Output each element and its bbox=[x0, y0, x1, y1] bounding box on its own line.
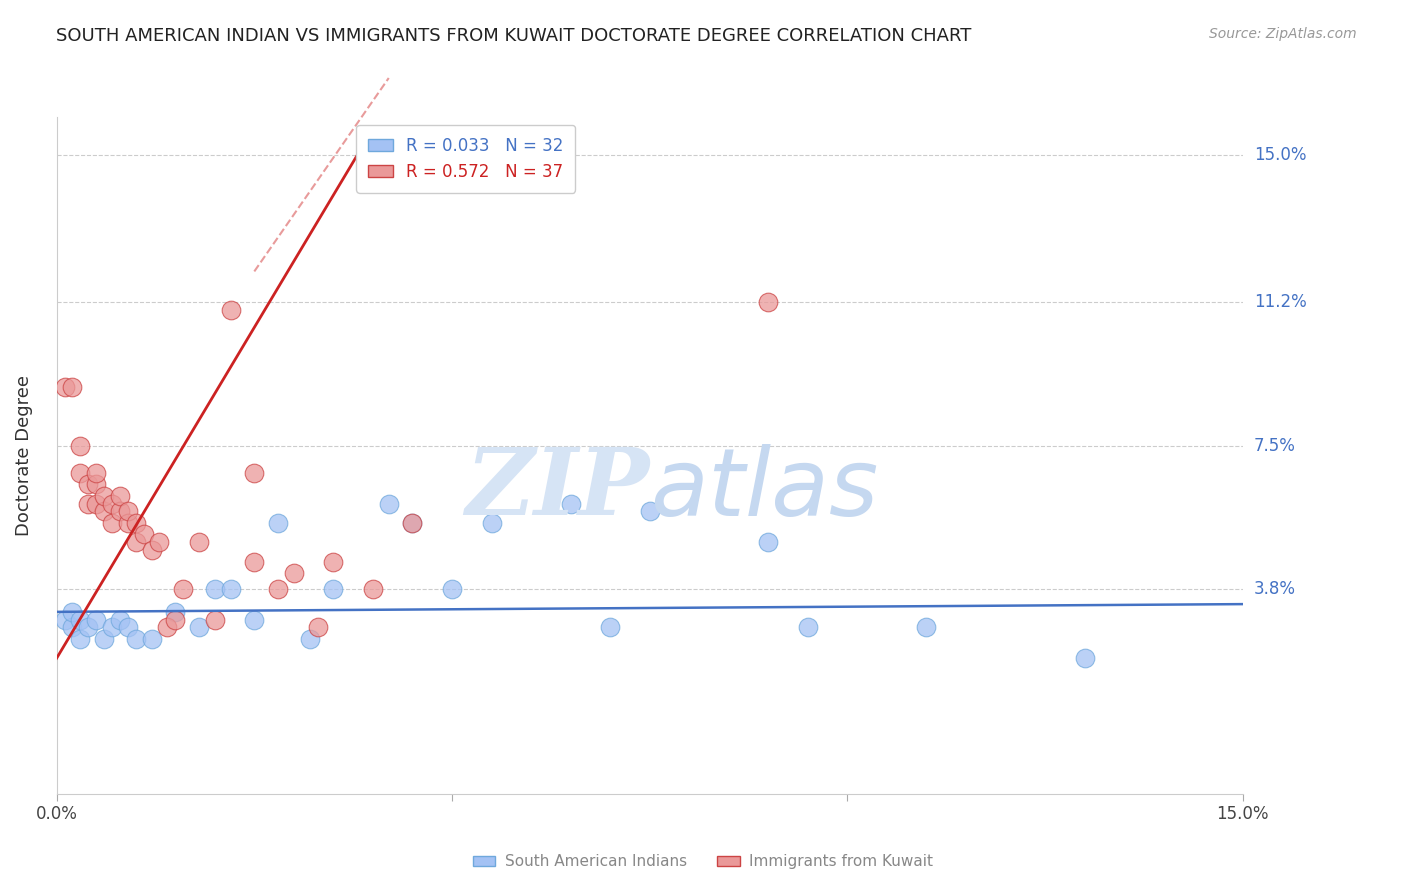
Point bbox=[298, 632, 321, 646]
Point bbox=[440, 582, 463, 596]
Point bbox=[141, 632, 163, 646]
Point bbox=[69, 466, 91, 480]
Point bbox=[77, 477, 100, 491]
Point bbox=[377, 497, 399, 511]
Point bbox=[125, 632, 148, 646]
Text: 7.5%: 7.5% bbox=[1254, 436, 1296, 455]
Point bbox=[322, 582, 344, 596]
Point bbox=[77, 620, 100, 634]
Point bbox=[243, 613, 266, 627]
Point bbox=[481, 516, 503, 530]
Point bbox=[267, 516, 290, 530]
Point bbox=[62, 605, 84, 619]
Point bbox=[148, 535, 170, 549]
Point bbox=[132, 527, 155, 541]
Point bbox=[638, 504, 661, 518]
Point bbox=[307, 620, 329, 634]
Point bbox=[101, 497, 124, 511]
Point bbox=[53, 613, 76, 627]
Point bbox=[117, 504, 139, 518]
Point bbox=[219, 303, 242, 318]
Point bbox=[797, 620, 820, 634]
Point bbox=[283, 566, 305, 581]
Point bbox=[84, 497, 107, 511]
Point bbox=[69, 613, 91, 627]
Point bbox=[117, 620, 139, 634]
Legend: R = 0.033   N = 32, R = 0.572   N = 37: R = 0.033 N = 32, R = 0.572 N = 37 bbox=[356, 125, 575, 193]
Text: atlas: atlas bbox=[650, 443, 877, 534]
Point bbox=[165, 613, 187, 627]
Point bbox=[401, 516, 423, 530]
Point bbox=[84, 466, 107, 480]
Point bbox=[599, 620, 621, 634]
Point bbox=[915, 620, 938, 634]
Point bbox=[188, 535, 211, 549]
Text: 11.2%: 11.2% bbox=[1254, 293, 1306, 311]
Point bbox=[267, 582, 290, 596]
Text: SOUTH AMERICAN INDIAN VS IMMIGRANTS FROM KUWAIT DOCTORATE DEGREE CORRELATION CHA: SOUTH AMERICAN INDIAN VS IMMIGRANTS FROM… bbox=[56, 27, 972, 45]
Point bbox=[69, 438, 91, 452]
Y-axis label: Doctorate Degree: Doctorate Degree bbox=[15, 375, 32, 536]
Point bbox=[117, 516, 139, 530]
Point bbox=[204, 613, 226, 627]
Point bbox=[204, 582, 226, 596]
Point bbox=[93, 504, 115, 518]
Point bbox=[756, 535, 779, 549]
Point bbox=[172, 582, 194, 596]
Text: 15.0%: 15.0% bbox=[1254, 146, 1306, 164]
Point bbox=[756, 295, 779, 310]
Point bbox=[141, 543, 163, 558]
Point bbox=[125, 535, 148, 549]
Text: 3.8%: 3.8% bbox=[1254, 580, 1296, 598]
Point bbox=[84, 477, 107, 491]
Point bbox=[219, 582, 242, 596]
Legend: South American Indians, Immigrants from Kuwait: South American Indians, Immigrants from … bbox=[467, 848, 939, 875]
Point bbox=[401, 516, 423, 530]
Point bbox=[101, 620, 124, 634]
Point bbox=[108, 489, 131, 503]
Point bbox=[361, 582, 384, 596]
Point bbox=[560, 497, 582, 511]
Point bbox=[1073, 651, 1095, 665]
Point bbox=[156, 620, 179, 634]
Point bbox=[62, 380, 84, 394]
Point bbox=[53, 380, 76, 394]
Point bbox=[165, 605, 187, 619]
Point bbox=[243, 466, 266, 480]
Point bbox=[188, 620, 211, 634]
Point bbox=[108, 504, 131, 518]
Point bbox=[62, 620, 84, 634]
Point bbox=[93, 632, 115, 646]
Text: ZIP: ZIP bbox=[465, 444, 650, 534]
Point bbox=[125, 516, 148, 530]
Point bbox=[69, 632, 91, 646]
Text: Source: ZipAtlas.com: Source: ZipAtlas.com bbox=[1209, 27, 1357, 41]
Point bbox=[93, 489, 115, 503]
Point bbox=[322, 555, 344, 569]
Point bbox=[77, 497, 100, 511]
Point bbox=[101, 516, 124, 530]
Point bbox=[108, 613, 131, 627]
Point bbox=[243, 555, 266, 569]
Point bbox=[84, 613, 107, 627]
